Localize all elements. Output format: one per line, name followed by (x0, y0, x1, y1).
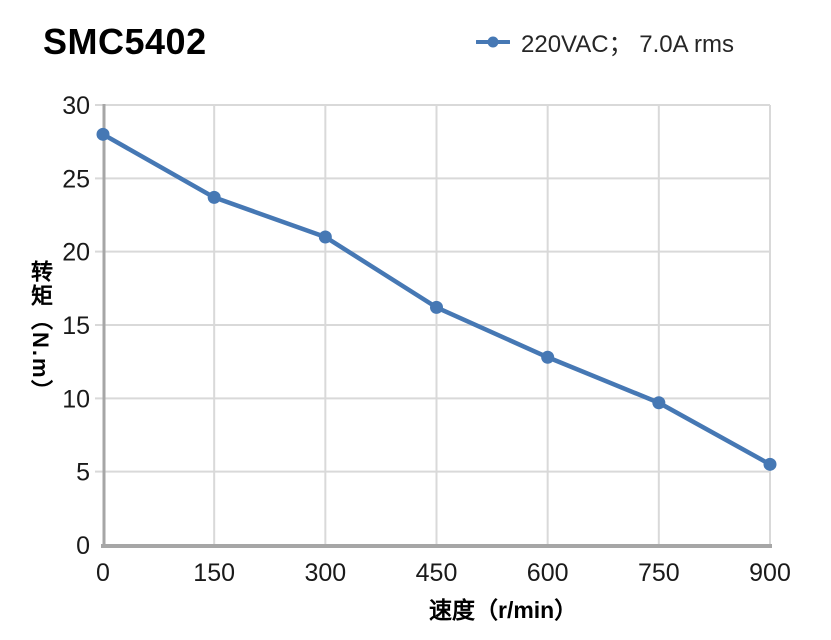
y-tick-label: 0 (76, 532, 90, 560)
x-tick-label: 600 (527, 559, 569, 587)
y-tick-label: 15 (62, 312, 90, 340)
y-tick-label: 5 (76, 459, 90, 487)
x-tick-label: 450 (416, 559, 458, 587)
data-point-marker (430, 300, 443, 314)
x-tick-label: 150 (193, 559, 235, 587)
x-tick-label: 300 (304, 559, 346, 587)
y-tick-label: 20 (62, 239, 90, 267)
data-point-marker (652, 396, 666, 410)
data-point-marker (207, 190, 221, 204)
legend-line-marker-icon (476, 36, 510, 47)
y-tick-label: 30 (62, 92, 90, 120)
x-tick-label: 750 (638, 559, 680, 587)
x-tick-label: 0 (96, 559, 110, 587)
y-axis-label: 转矩（N.m） (28, 260, 53, 404)
legend-label: 220VAC； 7.0A rms (521, 31, 734, 58)
x-tick-label: 900 (749, 559, 791, 587)
y-tick-label: 10 (62, 385, 90, 413)
data-point-marker (763, 457, 777, 471)
data-point-marker (541, 350, 555, 364)
y-tick-label: 25 (62, 165, 90, 193)
legend: 220VAC； 7.0A rms (476, 24, 734, 59)
data-point-marker (96, 127, 110, 141)
x-axis-label: 速度（r/min） (429, 597, 578, 623)
page-title: SMC5402 (43, 21, 207, 62)
data-point-marker (318, 230, 332, 244)
